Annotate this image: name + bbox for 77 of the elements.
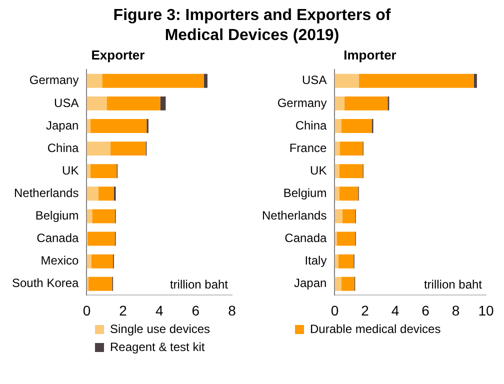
annotation: trillion baht xyxy=(170,278,229,292)
bar xyxy=(88,232,115,246)
legend-label: Reagent & test kit xyxy=(110,340,205,354)
bar xyxy=(86,254,92,268)
y-tick-label: Germany xyxy=(29,73,79,88)
y-tick-label: USA xyxy=(302,73,327,88)
y-tick-label: China xyxy=(295,118,328,132)
bar xyxy=(86,142,110,156)
y-tick-label: Canada xyxy=(284,231,328,246)
bar xyxy=(358,74,474,88)
y-tick-label: Mexico xyxy=(40,254,80,268)
bar xyxy=(160,96,166,110)
bar xyxy=(86,209,92,224)
x-tick-label: 8 xyxy=(452,302,460,318)
legend-label: Single use devices xyxy=(110,322,210,336)
chart-title: Importer xyxy=(344,47,396,62)
bar xyxy=(334,74,359,88)
bar xyxy=(334,119,342,133)
x-tick-label: 0 xyxy=(82,302,91,318)
x-tick-label: 6 xyxy=(192,302,200,318)
y-tick-label: Netherlands xyxy=(14,186,79,200)
x-tick-label: 2 xyxy=(361,302,370,318)
y-tick-label: South Korea xyxy=(12,276,80,290)
x-tick-label: 2 xyxy=(119,302,128,318)
bar xyxy=(334,254,338,268)
y-tick-label: Belgium xyxy=(283,186,327,200)
bar xyxy=(110,142,146,156)
chart-subtitle: Exporter xyxy=(91,47,145,62)
bar xyxy=(339,164,363,178)
annotation: trillion baht xyxy=(424,278,483,292)
y-tick-label: Canada xyxy=(36,231,80,246)
bar xyxy=(342,276,354,291)
x-tick-label: 6 xyxy=(422,302,430,318)
x-tick-label: 8 xyxy=(228,302,236,318)
y-tick-label: Japan xyxy=(294,276,327,290)
bar xyxy=(86,186,99,201)
bar xyxy=(102,74,204,88)
bar xyxy=(106,96,160,110)
chart-title: Figure 3: Importers and Exporters of Medical Devices (2019) xyxy=(112,6,392,46)
x-tick-label: 4 xyxy=(155,302,164,318)
y-tick-label: France xyxy=(289,140,328,155)
y-tick-label: USA xyxy=(54,96,79,110)
bar xyxy=(338,254,354,268)
bar xyxy=(344,96,388,110)
x-tick-label: 10 xyxy=(478,302,494,318)
bar xyxy=(334,96,345,110)
legend-label: Durable medical devices xyxy=(310,322,441,336)
y-tick-label: Italy xyxy=(304,254,327,268)
bar xyxy=(342,209,356,224)
y-tick-label: Japan xyxy=(46,118,79,132)
x-tick-label: 4 xyxy=(391,302,400,318)
bar xyxy=(90,164,117,178)
bar xyxy=(86,164,90,178)
bar xyxy=(340,142,363,156)
y-tick-label: China xyxy=(47,140,80,155)
bar xyxy=(91,254,114,268)
bar xyxy=(336,232,356,246)
bar xyxy=(334,142,340,156)
x-tick-label: 0 xyxy=(330,302,339,318)
bar xyxy=(204,74,208,88)
bar xyxy=(86,119,90,133)
y-tick-label: UK xyxy=(62,163,79,178)
bar xyxy=(334,276,342,291)
bar xyxy=(98,186,114,201)
y-tick-label: UK xyxy=(310,163,327,178)
bar xyxy=(474,74,477,88)
bar xyxy=(339,186,358,201)
bar xyxy=(334,209,342,224)
bar xyxy=(86,96,107,110)
bar xyxy=(86,74,102,88)
bar xyxy=(92,209,115,224)
y-tick-label: Netherlands xyxy=(262,208,327,223)
bar xyxy=(88,276,112,291)
bar xyxy=(90,119,147,133)
y-tick-label: Belgium xyxy=(35,208,79,223)
bar xyxy=(342,119,372,133)
y-tick-label: Germany xyxy=(277,96,327,110)
